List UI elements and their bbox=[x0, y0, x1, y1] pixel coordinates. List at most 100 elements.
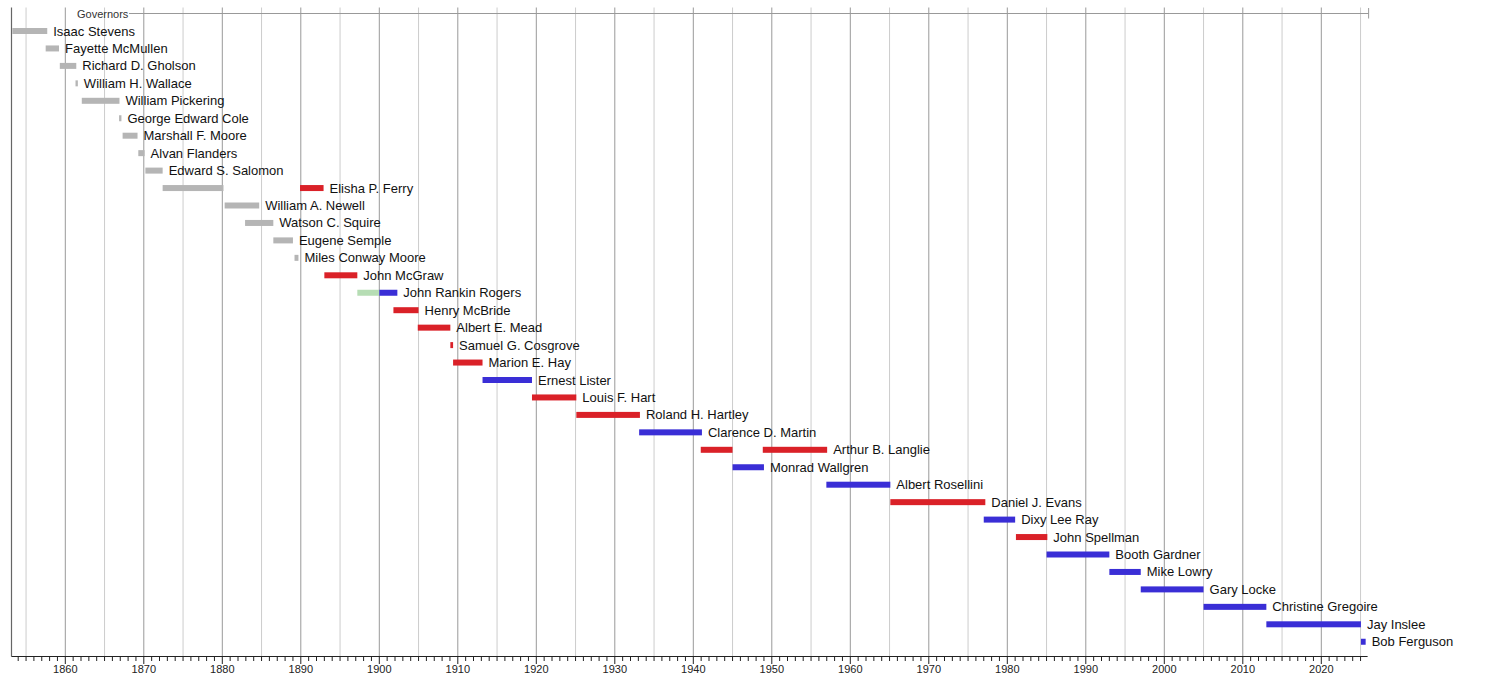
governor-label: Marshall F. Moore bbox=[144, 128, 247, 143]
governor-label: Alvan Flanders bbox=[151, 146, 238, 161]
governor-term-bar bbox=[483, 377, 532, 383]
x-axis-tick-label: 1870 bbox=[132, 663, 156, 675]
governor-label: Watson C. Squire bbox=[279, 215, 380, 230]
governor-label: John Rankin Rogers bbox=[403, 285, 521, 300]
x-axis-tick-label: 1970 bbox=[917, 663, 941, 675]
governor-term-bar bbox=[324, 272, 357, 278]
governor-row: Christine Gregoire bbox=[1204, 599, 1378, 614]
governor-row: Richard D. Gholson bbox=[60, 58, 196, 73]
x-axis-tick-label: 2020 bbox=[1309, 663, 1333, 675]
governor-term-bar bbox=[76, 80, 78, 86]
governor-label: Roland H. Hartley bbox=[646, 407, 749, 422]
governor-term-bar bbox=[138, 150, 144, 156]
x-axis-tick-label: 1860 bbox=[53, 663, 77, 675]
governor-row: Clarence D. Martin bbox=[639, 425, 816, 440]
governor-row: Henry McBride bbox=[393, 303, 510, 318]
governor-label: Dixy Lee Ray bbox=[1021, 512, 1099, 527]
governor-row: Ernest Lister bbox=[483, 373, 612, 388]
governor-label: Miles Conway Moore bbox=[304, 250, 425, 265]
governor-label: Fayette McMullen bbox=[65, 41, 168, 56]
governor-term-bar bbox=[1016, 534, 1047, 540]
governor-term-bar bbox=[576, 412, 640, 418]
governor-label: Christine Gregoire bbox=[1272, 599, 1378, 614]
governor-label: Gary Locke bbox=[1210, 582, 1276, 597]
x-axis-tick-label: 1960 bbox=[838, 663, 862, 675]
governor-term-bar bbox=[733, 464, 764, 470]
governor-term-bar bbox=[273, 237, 293, 243]
governor-label: Monrad Wallgren bbox=[770, 460, 869, 475]
governor-row: William Pickering bbox=[82, 93, 225, 108]
x-axis-tick-label: 1920 bbox=[524, 663, 548, 675]
x-axis-tick-label: 2010 bbox=[1231, 663, 1255, 675]
governor-term-bar bbox=[82, 98, 120, 104]
governor-term-bar bbox=[225, 203, 260, 209]
governor-term-bar bbox=[119, 115, 121, 121]
governor-term-bar bbox=[1109, 569, 1140, 575]
x-axis-tick-label: 1890 bbox=[289, 663, 313, 675]
governor-row: Eugene Semple bbox=[273, 233, 391, 248]
governor-row: Roland H. Hartley bbox=[576, 407, 749, 422]
governor-row: John McGraw bbox=[324, 268, 444, 283]
x-axis-tick-label: 1990 bbox=[1074, 663, 1098, 675]
governor-term-bar bbox=[60, 63, 76, 69]
governor-term-bar bbox=[450, 342, 453, 348]
governor-row: Arthur B. Langlie bbox=[701, 442, 930, 457]
governor-row: Miles Conway Moore bbox=[295, 250, 426, 265]
governor-label: Isaac Stevens bbox=[53, 24, 135, 39]
governor-term-bar bbox=[826, 482, 890, 488]
governor-term-bar bbox=[532, 394, 576, 400]
governor-label: Samuel G. Cosgrove bbox=[459, 338, 580, 353]
governor-label: Jay Inslee bbox=[1367, 617, 1426, 632]
governor-row: William H. Wallace bbox=[76, 76, 192, 91]
governor-term-bar bbox=[1047, 552, 1110, 558]
governor-term-bar bbox=[701, 447, 733, 453]
governor-term-bar bbox=[163, 185, 224, 191]
governor-term-bar bbox=[123, 133, 138, 139]
governor-label: Marion E. Hay bbox=[489, 355, 572, 370]
governor-term-bar bbox=[1266, 621, 1361, 627]
governor-label: Albert Rosellini bbox=[896, 477, 983, 492]
governor-term-bar bbox=[245, 220, 273, 226]
governor-term-bar bbox=[890, 499, 985, 505]
governor-label: Clarence D. Martin bbox=[708, 425, 816, 440]
x-axis-tick-label: 1900 bbox=[367, 663, 391, 675]
x-axis-tick-label: 1930 bbox=[603, 663, 627, 675]
governor-row: Isaac Stevens bbox=[12, 24, 135, 39]
governor-row: Watson C. Squire bbox=[245, 215, 381, 230]
governor-row: Daniel J. Evans bbox=[890, 495, 1082, 510]
governor-label: George Edward Cole bbox=[127, 111, 248, 126]
x-axis-tick-label: 1980 bbox=[995, 663, 1019, 675]
governor-row: Booth Gardner bbox=[1047, 547, 1202, 562]
governor-label: Edward S. Salomon bbox=[169, 163, 284, 178]
governor-term-bar bbox=[12, 28, 47, 34]
x-axis-tick-label: 1910 bbox=[446, 663, 470, 675]
governor-label: Bob Ferguson bbox=[1372, 634, 1454, 649]
x-axis-tick-label: 1880 bbox=[210, 663, 234, 675]
governor-row: Dixy Lee Ray bbox=[984, 512, 1099, 527]
governors-timeline-chart: Isaac Stevens Fayette McMullen Richard D. … bbox=[0, 0, 1500, 678]
governor-row: Gary Locke bbox=[1141, 582, 1276, 597]
governor-label: William H. Wallace bbox=[84, 76, 192, 91]
governor-row: William A. Newell bbox=[225, 198, 365, 213]
governor-label: Arthur B. Langlie bbox=[833, 442, 930, 457]
governor-row: Elisha P. Ferry bbox=[163, 181, 414, 196]
governor-term-bar bbox=[1141, 586, 1204, 592]
governor-row: John Spellman bbox=[1016, 530, 1139, 545]
governor-row: Edward S. Salomon bbox=[145, 163, 283, 178]
governor-term-bar bbox=[300, 185, 324, 191]
governor-label: Eugene Semple bbox=[299, 233, 392, 248]
axis-layer: 1860187018801890190019101920193019401950… bbox=[12, 657, 1368, 676]
governor-row: Albert E. Mead bbox=[418, 320, 543, 335]
governor-label: Booth Gardner bbox=[1115, 547, 1201, 562]
governor-term-bar bbox=[145, 168, 162, 174]
governor-row: Samuel G. Cosgrove bbox=[450, 338, 579, 353]
chart-title: Governors bbox=[77, 8, 129, 20]
governor-term-bar bbox=[357, 290, 379, 296]
governor-label: John Spellman bbox=[1053, 530, 1139, 545]
governor-term-bar bbox=[418, 325, 451, 331]
governor-row: Fayette McMullen bbox=[46, 41, 168, 56]
governor-label: John McGraw bbox=[363, 268, 444, 283]
governor-term-bar bbox=[639, 429, 702, 435]
timeline-svg: Isaac Stevens Fayette McMullen Richard D. … bbox=[0, 0, 1500, 678]
governor-term-bar bbox=[393, 307, 418, 313]
